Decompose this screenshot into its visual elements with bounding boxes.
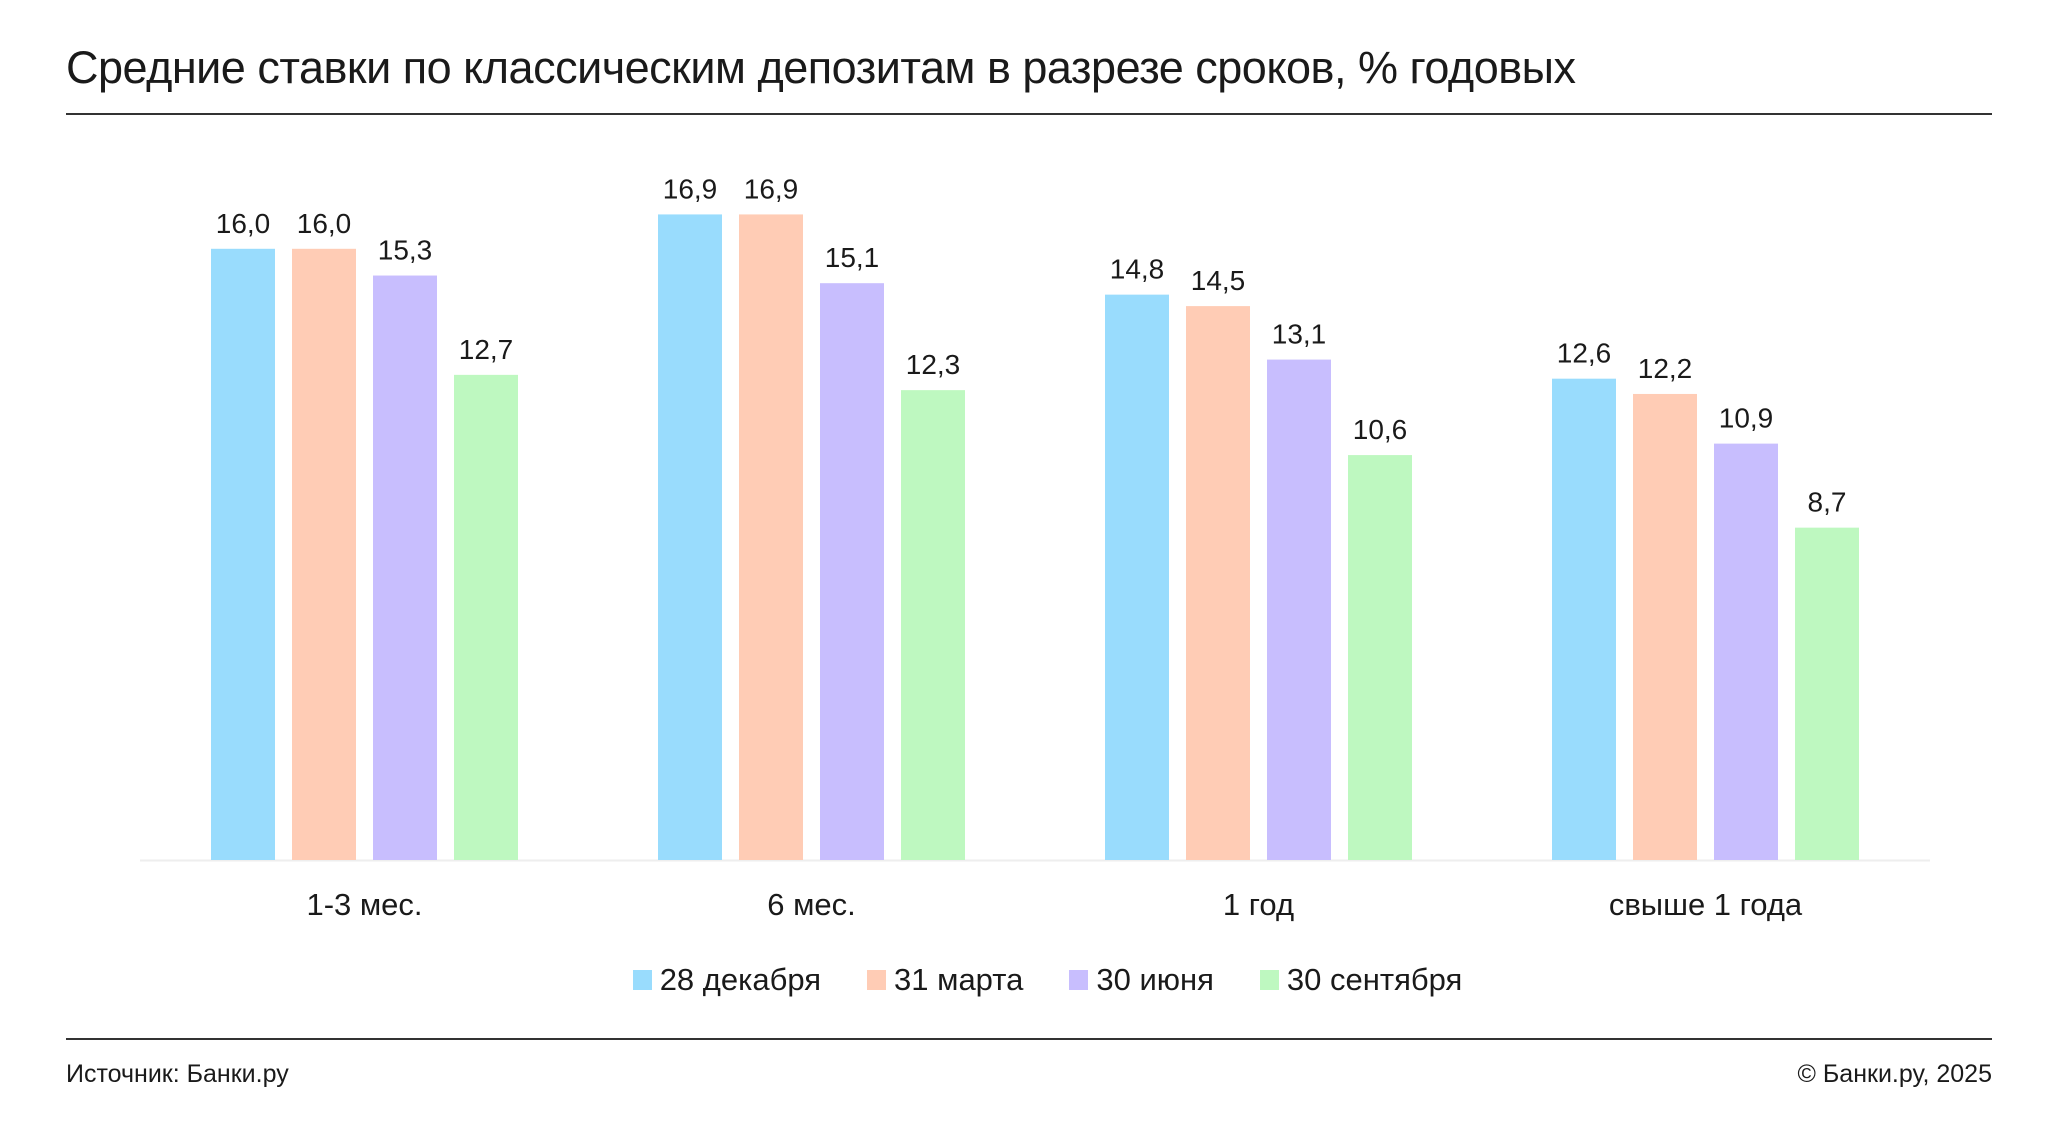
bar bbox=[658, 214, 722, 861]
data-label: 16,9 bbox=[744, 173, 799, 204]
data-label: 12,6 bbox=[1557, 338, 1612, 369]
data-label: 15,3 bbox=[378, 235, 433, 266]
legend-item: 28 декабря bbox=[632, 962, 822, 998]
data-label: 14,5 bbox=[1191, 265, 1246, 296]
source-text: Источник: Банки.ру bbox=[66, 1060, 289, 1088]
bar bbox=[1552, 378, 1616, 860]
x-tick-label: 1-3 мес. bbox=[306, 887, 422, 922]
data-label: 16,9 bbox=[663, 173, 718, 204]
legend-label: 28 декабря bbox=[659, 962, 822, 997]
data-label: 12,7 bbox=[459, 334, 514, 365]
legend-label: 30 сентября bbox=[1286, 962, 1463, 997]
bar bbox=[211, 248, 275, 861]
title-divider bbox=[66, 113, 1992, 115]
legend-label: 31 марта bbox=[894, 962, 1024, 997]
bar bbox=[1633, 393, 1697, 860]
legend-label: 30 июня bbox=[1096, 962, 1214, 997]
legend: 28 декабря 31 марта 30 июня 30 сентября bbox=[0, 962, 2049, 998]
x-tick-label: 6 мес. bbox=[767, 887, 856, 922]
bar bbox=[820, 283, 884, 860]
bar bbox=[373, 275, 437, 860]
bar bbox=[292, 248, 356, 861]
bar bbox=[1795, 527, 1859, 860]
legend-item: 31 марта bbox=[867, 962, 1023, 998]
legend-item: 30 сентября bbox=[1259, 962, 1463, 998]
data-label: 10,6 bbox=[1353, 414, 1408, 445]
bar bbox=[1267, 359, 1331, 860]
copyright-text: © Банки.ру, 2025 bbox=[1797, 1060, 1992, 1088]
data-label: 15,1 bbox=[825, 242, 880, 273]
data-label: 12,2 bbox=[1638, 353, 1693, 384]
data-label: 13,1 bbox=[1272, 319, 1327, 350]
bar bbox=[1105, 294, 1169, 860]
bar bbox=[1186, 306, 1250, 861]
bar bbox=[901, 390, 965, 860]
legend-swatch bbox=[1069, 970, 1089, 990]
bar bbox=[739, 214, 803, 861]
legend-swatch bbox=[632, 970, 652, 990]
chart-title: Средние ставки по классическим депозитам… bbox=[66, 42, 1576, 93]
x-tick-label: 1 год bbox=[1223, 887, 1294, 922]
data-label: 10,9 bbox=[1719, 403, 1774, 434]
data-label: 14,8 bbox=[1110, 254, 1165, 285]
footer-divider bbox=[66, 1038, 1992, 1040]
x-tick-label: свыше 1 года bbox=[1609, 887, 1803, 922]
legend-item: 30 июня bbox=[1069, 962, 1214, 998]
legend-swatch bbox=[1259, 970, 1279, 990]
data-label: 8,7 bbox=[1808, 487, 1847, 518]
legend-swatch bbox=[867, 970, 887, 990]
data-label: 16,0 bbox=[297, 208, 352, 239]
bar bbox=[454, 374, 518, 860]
data-label: 16,0 bbox=[216, 208, 271, 239]
bar bbox=[1348, 455, 1412, 860]
bar bbox=[1714, 443, 1778, 860]
bar-chart: 16,0 16,0 15,3 12,7 1-3 мес. 16,9 16,9 15,1 12,3… bbox=[140, 173, 1930, 922]
data-label: 12,3 bbox=[906, 349, 961, 380]
